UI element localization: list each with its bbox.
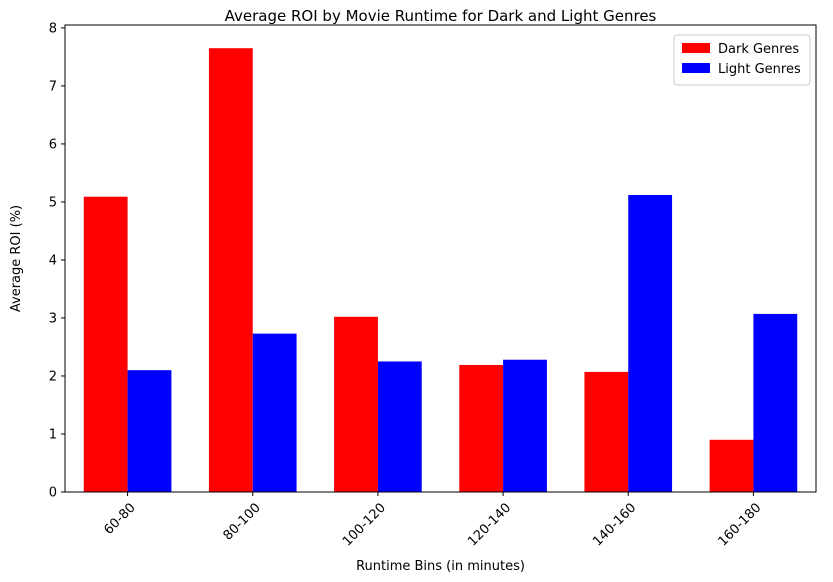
x-tick-label: 100-120 — [340, 500, 389, 549]
y-tick-label: 4 — [49, 253, 57, 268]
legend: Dark Genres Light Genres — [673, 34, 811, 86]
x-tick-label: 60-80 — [101, 500, 138, 537]
plot-border — [64, 24, 817, 493]
bar-dark-80-100 — [208, 48, 253, 493]
y-tick-label: 8 — [49, 21, 57, 36]
bar-light-160-180 — [753, 313, 798, 492]
plot-area — [64, 24, 817, 493]
bar-dark-100-120 — [334, 316, 378, 492]
plot-frame — [64, 24, 817, 493]
legend-label-dark: Dark Genres — [718, 42, 799, 57]
y-tick-label: 3 — [49, 311, 57, 326]
legend-swatch-dark — [682, 43, 710, 53]
bar-light-60-80 — [127, 370, 172, 492]
bar-light-140-160 — [628, 194, 673, 493]
bar-light-120-140 — [503, 359, 547, 492]
bar-dark-120-140 — [459, 364, 504, 492]
y-axis-title: Average ROI (%) — [9, 205, 24, 312]
x-tick-label: 160-180 — [715, 500, 764, 549]
bar-dark-160-180 — [709, 439, 754, 492]
bar-dark-60-80 — [83, 196, 128, 492]
y-tick-label: 6 — [49, 137, 57, 152]
y-tick-label: 7 — [49, 79, 57, 94]
bar-dark-140-160 — [584, 371, 629, 492]
y-tick-label: 0 — [49, 486, 57, 501]
legend-swatch-light — [682, 63, 710, 73]
bar-light-80-100 — [252, 333, 297, 492]
y-axis: 0 1 2 3 4 5 6 7 8 — [49, 21, 65, 501]
x-tick-label: 80-100 — [221, 500, 264, 543]
chart-title: Average ROI by Movie Runtime for Dark an… — [225, 7, 657, 25]
bars-group — [64, 24, 817, 493]
bar-light-100-120 — [377, 361, 422, 492]
y-tick-label: 5 — [49, 195, 57, 210]
x-axis: 60-80 80-100 100-120 120-140 140-160 160-180 — [101, 492, 764, 549]
y-tick-label: 1 — [49, 427, 57, 442]
x-tick-label: 140-160 — [590, 500, 639, 549]
y-tick-label: 2 — [49, 369, 57, 384]
legend-label-light: Light Genres — [718, 62, 801, 77]
x-tick-label: 120-140 — [465, 500, 514, 549]
x-axis-title: Runtime Bins (in minutes) — [356, 559, 525, 574]
